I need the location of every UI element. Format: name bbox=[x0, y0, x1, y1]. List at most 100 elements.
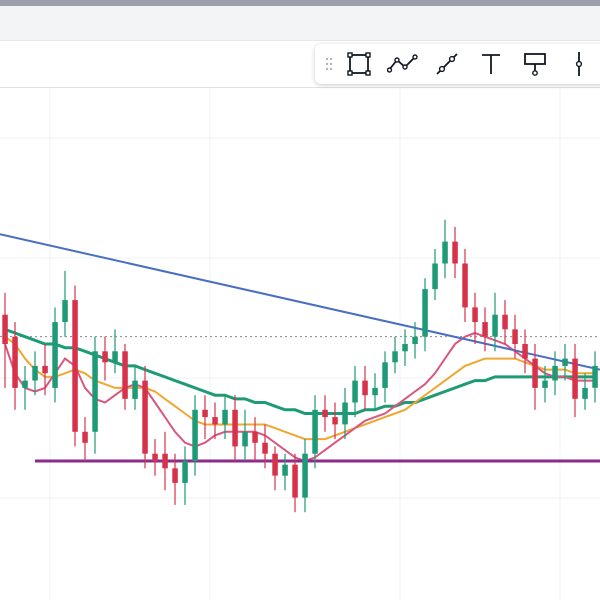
candle bbox=[552, 351, 558, 396]
drawing-toolbar bbox=[315, 44, 600, 84]
candle bbox=[32, 351, 38, 396]
candle-body bbox=[412, 336, 418, 344]
candle bbox=[162, 431, 168, 491]
candle-body bbox=[462, 263, 468, 308]
candle bbox=[182, 446, 188, 505]
candle bbox=[132, 365, 138, 410]
candle bbox=[282, 453, 288, 491]
candle bbox=[22, 365, 28, 410]
candle-body bbox=[272, 453, 278, 476]
candle bbox=[342, 387, 348, 440]
candle-body bbox=[372, 387, 378, 396]
candle-body bbox=[232, 409, 238, 447]
candle bbox=[502, 300, 508, 344]
candle-body bbox=[472, 307, 478, 322]
path-tool-button[interactable] bbox=[381, 47, 425, 81]
candle-body bbox=[52, 322, 58, 388]
vertical-line-tool-button[interactable] bbox=[557, 47, 600, 81]
candle bbox=[152, 439, 158, 476]
trend-line-icon bbox=[436, 53, 458, 75]
candle-body bbox=[482, 322, 488, 337]
candle bbox=[322, 395, 328, 432]
candle-body bbox=[62, 300, 68, 322]
candle-body bbox=[162, 453, 168, 469]
candle-body bbox=[22, 380, 28, 388]
candle-body bbox=[302, 453, 308, 498]
candle-body bbox=[572, 358, 578, 399]
candle-body bbox=[292, 464, 298, 498]
callout-tool-button[interactable] bbox=[513, 47, 557, 81]
top-toolbar bbox=[0, 6, 600, 41]
candle bbox=[72, 285, 78, 447]
trend-line-tool-button[interactable] bbox=[425, 47, 469, 81]
candle-body bbox=[382, 362, 388, 388]
candle-body bbox=[212, 417, 218, 425]
candle bbox=[492, 292, 498, 352]
candle bbox=[252, 417, 258, 462]
candle bbox=[452, 226, 458, 279]
candle bbox=[212, 402, 218, 440]
chart-grid bbox=[0, 88, 600, 600]
candle-body bbox=[432, 263, 438, 290]
candle bbox=[102, 336, 108, 381]
text-tool-button[interactable] bbox=[469, 47, 513, 81]
candle-body bbox=[242, 431, 248, 447]
candle-body bbox=[112, 351, 118, 363]
candle-body bbox=[172, 468, 178, 483]
candle bbox=[312, 395, 318, 469]
candle-body bbox=[562, 358, 568, 366]
candle bbox=[262, 424, 268, 469]
moving-average-mid bbox=[4, 335, 595, 441]
candle-body bbox=[82, 431, 88, 443]
candle bbox=[402, 329, 408, 366]
candle-body bbox=[582, 387, 588, 399]
candle-body bbox=[552, 365, 558, 381]
candle bbox=[422, 278, 428, 352]
candle-body bbox=[32, 365, 38, 381]
moving-average-fast bbox=[4, 331, 595, 463]
candle bbox=[572, 344, 578, 418]
candle-body bbox=[502, 314, 508, 330]
candle-body bbox=[312, 409, 318, 454]
candle bbox=[592, 351, 598, 403]
candle-body bbox=[222, 409, 228, 425]
candle-body bbox=[402, 344, 408, 352]
candle bbox=[522, 329, 528, 374]
candle-body bbox=[452, 241, 458, 264]
candle bbox=[202, 395, 208, 440]
candle bbox=[372, 373, 378, 410]
candle-body bbox=[202, 409, 208, 418]
candle bbox=[302, 439, 308, 513]
candle bbox=[192, 395, 198, 476]
candle bbox=[2, 292, 8, 388]
candle bbox=[292, 453, 298, 513]
candle-body bbox=[252, 431, 258, 443]
candle bbox=[412, 322, 418, 359]
candle-body bbox=[42, 365, 48, 374]
candle-body bbox=[512, 329, 518, 344]
vertical-line-icon bbox=[575, 52, 583, 76]
candle-body bbox=[142, 380, 148, 454]
candle-body bbox=[72, 300, 78, 432]
rectangle-tool-button[interactable] bbox=[337, 47, 381, 81]
candlestick-chart-svg[interactable] bbox=[0, 88, 600, 600]
drag-handle-icon[interactable] bbox=[321, 49, 337, 79]
polyline-icon bbox=[387, 54, 418, 73]
candle bbox=[332, 402, 338, 440]
candle bbox=[42, 344, 48, 396]
candle-body bbox=[122, 351, 128, 399]
price-chart[interactable] bbox=[0, 88, 600, 600]
candle bbox=[142, 365, 148, 469]
candle-body bbox=[92, 351, 98, 432]
candle-body bbox=[392, 351, 398, 363]
candle bbox=[542, 365, 548, 403]
candle bbox=[362, 365, 368, 410]
chart-lines bbox=[0, 233, 600, 463]
candle bbox=[242, 409, 248, 462]
candle bbox=[472, 292, 478, 344]
candle-body bbox=[102, 351, 108, 363]
candle bbox=[172, 453, 178, 505]
rectangle-icon bbox=[347, 52, 371, 76]
candle bbox=[92, 336, 98, 454]
candle-body bbox=[282, 464, 288, 476]
